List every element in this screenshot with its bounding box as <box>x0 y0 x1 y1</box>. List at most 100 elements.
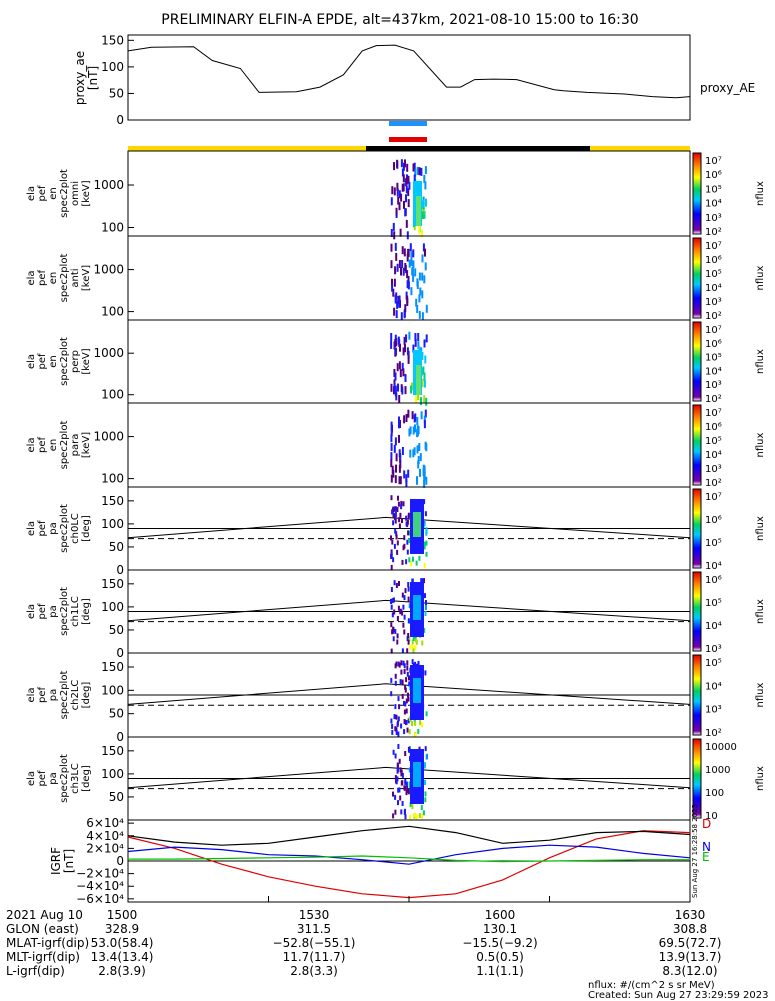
spectrogram-pixel <box>395 727 398 733</box>
spectrogram-pixel <box>405 559 408 565</box>
spectrogram-pixel <box>400 504 403 510</box>
spectrogram-pixel <box>408 603 411 609</box>
footer-row-value: 1600 <box>484 908 516 922</box>
spectrogram-pixel <box>400 267 402 276</box>
footer-row-label: MLAT-igrf(dip) <box>6 936 90 950</box>
spectrogram-pixel <box>399 767 402 773</box>
colorbar-tick-label: 10⁵ <box>705 598 722 609</box>
spectrogram-pixel <box>392 791 394 797</box>
spectrogram-pixel <box>421 312 424 321</box>
spectrogram-pixel <box>396 182 399 191</box>
spectrogram-pixel <box>415 814 418 820</box>
spectrogram-pixel <box>405 515 408 521</box>
spectrogram-pixel <box>405 474 408 483</box>
spectrogram-pixel <box>406 270 409 279</box>
spectrogram-pixel <box>421 351 424 360</box>
spectrogram-pixel <box>397 766 400 772</box>
spectrogram-pixel <box>423 372 426 381</box>
spectrogram-pixel <box>397 744 400 749</box>
units-note: nflux: #/(cm^2 s sr MeV) <box>588 980 715 991</box>
pa-core <box>413 762 421 787</box>
footer-row-label: L-igrf(dip) <box>6 964 65 978</box>
spectrogram-pixel <box>410 385 413 394</box>
ylabel-line: [deg] <box>81 598 92 625</box>
spectrogram-pixel <box>422 366 425 375</box>
spectrogram-pixel <box>417 341 420 350</box>
spectrogram-pixel <box>419 453 422 462</box>
ylabel-line: [nT] <box>86 66 100 90</box>
ytick-label: 50 <box>109 540 124 554</box>
spectrogram-pixel <box>424 248 426 257</box>
footer-row-value: 311.5 <box>296 922 332 936</box>
spectrogram-pixel <box>402 604 405 610</box>
spectrogram-pixel <box>417 660 420 666</box>
ylabel-line: [keV] <box>81 180 92 206</box>
spectrogram-pixel <box>403 719 406 724</box>
spectrogram-pixel <box>408 181 411 190</box>
ytick-label: 100 <box>101 517 124 531</box>
spectrogram-pixel <box>425 198 427 207</box>
spectrogram-pixel <box>409 561 412 567</box>
spectrogram-pixel <box>407 188 410 197</box>
spectrogram-pixel <box>408 636 411 642</box>
spectrogram-pixel <box>404 751 407 756</box>
spectrogram-pixel <box>421 722 423 728</box>
ytick-label: 100 <box>101 221 124 235</box>
spectrogram-pixel <box>414 338 417 347</box>
spectrogram-pixel <box>404 263 407 271</box>
spectrogram-pixel <box>414 424 416 433</box>
spectrogram-pixel <box>402 501 405 507</box>
ylabel-line: ela <box>26 687 37 702</box>
spectrogram-pixel <box>423 499 426 505</box>
spectrogram-pixel <box>415 639 418 645</box>
spectrogram-pixel <box>414 268 417 277</box>
colorbar-tick-label: 10⁶ <box>705 255 722 266</box>
igrf-series-N <box>127 844 691 865</box>
spectrogram-pixel <box>397 731 400 737</box>
spectrogram-pixel <box>401 168 404 177</box>
footer-row-value: 308.8 <box>672 922 708 936</box>
spectrogram-pixel <box>424 166 427 175</box>
spectrogram-pixel <box>415 560 418 566</box>
spectrogram-pixel <box>401 386 404 395</box>
spectrogram-pixel <box>392 813 395 819</box>
igrf-series-total <box>127 825 691 846</box>
spectrogram-pixel <box>399 228 402 237</box>
spectrogram-pixel <box>394 753 397 759</box>
ylabel-line: pa <box>48 605 59 617</box>
spectrogram-pixel <box>404 374 407 382</box>
spectrogram-pixel <box>399 452 402 461</box>
spectrogram-pixel <box>403 470 406 479</box>
spectrogram-pixel <box>425 397 428 406</box>
ylabel-line: ela <box>26 521 37 536</box>
spectrogram-pixel <box>420 167 423 176</box>
ylabel-line: omni <box>70 181 81 206</box>
spectrogram-pixel <box>402 267 405 276</box>
spectrogram-pixel <box>403 535 406 541</box>
spectrogram-pixel <box>402 368 405 377</box>
spectrogram-pixel <box>407 586 410 592</box>
colorbar-ch2LC <box>692 654 702 736</box>
spectrogram-pixel <box>394 388 397 397</box>
spectrogram-pixel <box>390 587 393 592</box>
spectrogram-pixel <box>393 609 396 615</box>
ylabel-line: [deg] <box>81 515 92 542</box>
spectrogram-pixel <box>398 395 401 403</box>
colorbar-tick-label: 10³ <box>705 213 722 224</box>
igrf-side-text: Sun Aug 27 16:28:58 2023 <box>691 804 699 898</box>
spectrogram-pixel <box>422 199 425 208</box>
spectrogram-pixel <box>411 721 413 727</box>
spectrogram-pixel <box>405 194 407 203</box>
spectrogram-pixel <box>399 679 402 685</box>
colorbar-tick-label: 10³ <box>705 705 722 716</box>
spectrogram-pixel <box>420 805 423 810</box>
spectrogram-pixel <box>393 597 395 603</box>
igrf-series-E <box>128 855 690 863</box>
spectrogram-pixel <box>394 809 397 815</box>
spectrogram-pixel <box>423 471 426 480</box>
spectrogram-pixel <box>404 701 407 707</box>
spectrogram-pixel <box>423 763 426 769</box>
spectrogram-pixel <box>390 229 393 237</box>
colorbar-label: nflux <box>755 432 766 457</box>
spectrogram-pixel <box>394 704 397 710</box>
